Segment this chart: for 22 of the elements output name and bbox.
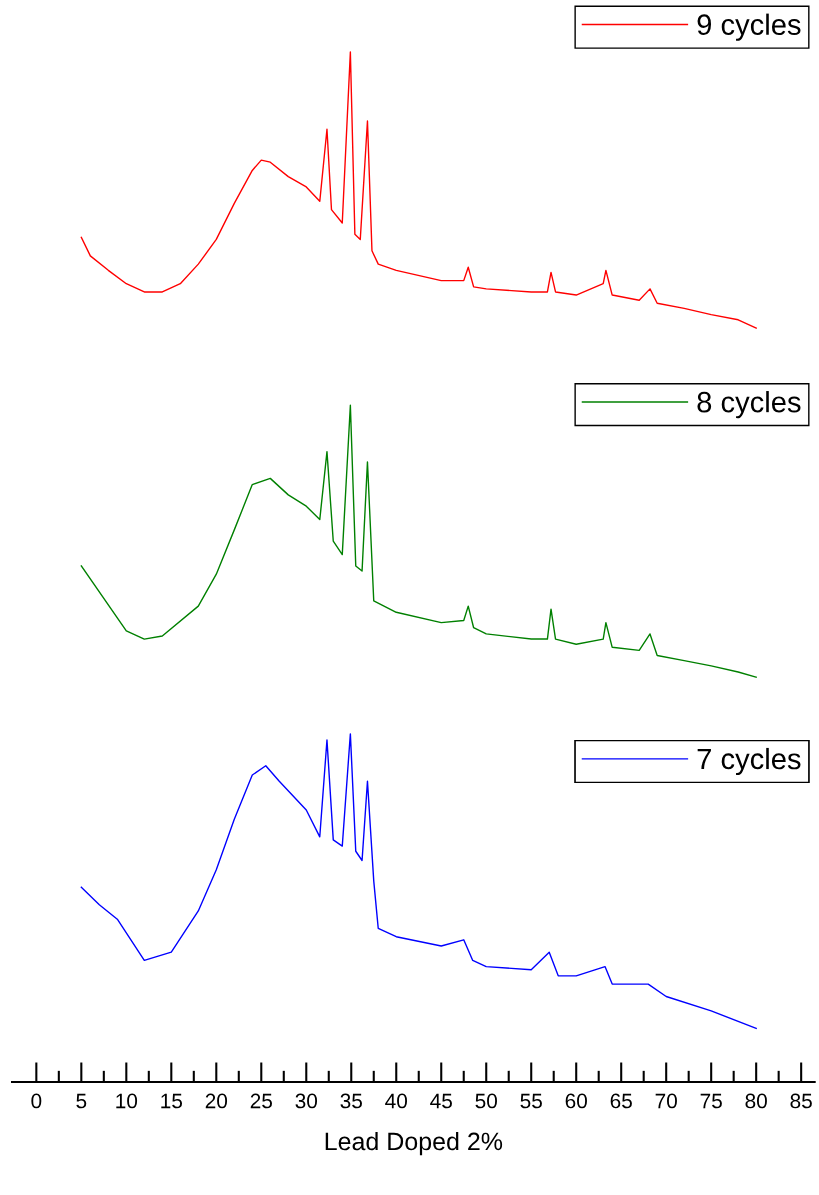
x-tick-label: 85 — [790, 1093, 812, 1109]
x-tick-label: 70 — [655, 1093, 677, 1109]
x-tick-label: 25 — [250, 1093, 272, 1109]
x-tick-label: 10 — [116, 1093, 138, 1109]
x-tick-label: 20 — [205, 1093, 228, 1109]
x-tick-label: 5 — [76, 1093, 87, 1109]
legend-label: 7 cycles — [697, 747, 801, 776]
x-tick-label: 35 — [340, 1093, 362, 1109]
x-tick-label: 0 — [31, 1093, 42, 1109]
x-tick-label: 45 — [430, 1093, 452, 1109]
x-tick-label: 75 — [700, 1093, 722, 1109]
x-tick-label: 30 — [295, 1093, 318, 1109]
x-tick-label: 65 — [610, 1093, 632, 1109]
x-tick-label: 40 — [385, 1093, 408, 1109]
x-axis-title: Lead Doped 2% — [325, 1131, 503, 1156]
x-tick-label: 50 — [475, 1093, 498, 1109]
x-tick-label: 80 — [745, 1093, 767, 1109]
x-tick-label: 60 — [565, 1093, 587, 1109]
x-tick-label: 55 — [520, 1093, 542, 1109]
legend-label: 8 cycles — [697, 391, 801, 419]
legend-label: 9 cycles — [697, 13, 801, 41]
x-tick-label: 15 — [161, 1093, 183, 1109]
